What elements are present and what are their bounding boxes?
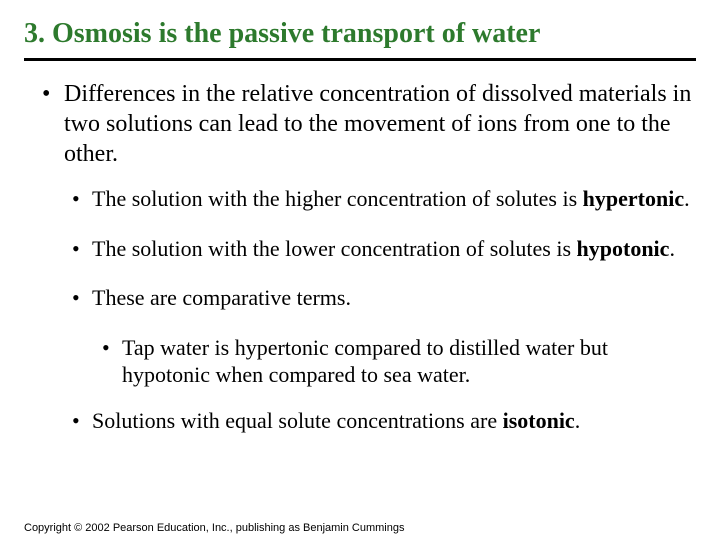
text-pre: Solutions with equal solute concentratio… [92, 408, 503, 433]
text-pre: The solution with the higher concentrati… [92, 186, 583, 211]
bullet-level2-hypotonic: The solution with the lower concentratio… [72, 235, 696, 263]
bullet-level2-hypertonic: The solution with the higher concentrati… [72, 185, 696, 213]
bullet-level3-tapwater: Tap water is hypertonic compared to dist… [102, 334, 696, 389]
slide-title: 3. Osmosis is the passive transport of w… [24, 18, 696, 61]
bullet-level2-isotonic: Solutions with equal solute concentratio… [72, 407, 696, 435]
bullet-level1: Differences in the relative concentratio… [42, 79, 696, 169]
text-pre: The solution with the lower concentratio… [92, 236, 577, 261]
term-hypotonic: hypotonic [577, 236, 670, 261]
term-hypertonic: hypertonic [583, 186, 684, 211]
term-isotonic: isotonic [503, 408, 575, 433]
text-post: . [575, 408, 581, 433]
text-post: . [669, 236, 675, 261]
copyright-text: Copyright © 2002 Pearson Education, Inc.… [24, 522, 404, 534]
text-post: . [684, 186, 690, 211]
bullet-level2-comparative: These are comparative terms. [72, 284, 696, 312]
